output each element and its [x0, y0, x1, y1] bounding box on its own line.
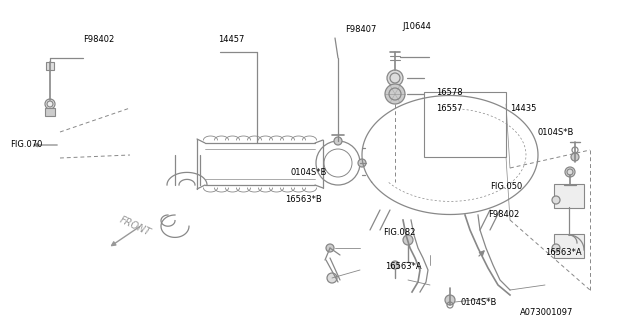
Circle shape — [326, 244, 334, 252]
Circle shape — [387, 70, 403, 86]
FancyBboxPatch shape — [45, 108, 55, 116]
Bar — [424, 92, 506, 157]
Text: 0104S*B: 0104S*B — [290, 168, 326, 177]
Text: 14457: 14457 — [218, 35, 244, 44]
Circle shape — [571, 153, 579, 161]
Text: A073001097: A073001097 — [520, 308, 573, 317]
Circle shape — [565, 167, 575, 177]
Circle shape — [391, 261, 399, 269]
Text: 16557: 16557 — [436, 104, 463, 113]
Circle shape — [445, 295, 455, 305]
Text: 16563*A: 16563*A — [545, 248, 582, 257]
Text: 0104S*B: 0104S*B — [460, 298, 497, 307]
Text: FIG.082: FIG.082 — [383, 228, 415, 237]
Text: 16578: 16578 — [436, 88, 463, 97]
Text: FIG.050: FIG.050 — [490, 182, 522, 191]
Text: 14435: 14435 — [510, 104, 536, 113]
Text: J10644: J10644 — [402, 22, 431, 31]
FancyBboxPatch shape — [46, 62, 54, 70]
Circle shape — [385, 84, 405, 104]
Text: FIG.070: FIG.070 — [10, 140, 42, 149]
Circle shape — [358, 159, 366, 167]
Circle shape — [552, 244, 560, 252]
Circle shape — [403, 235, 413, 245]
Text: 16563*B: 16563*B — [285, 195, 322, 204]
Text: 0104S*B: 0104S*B — [538, 128, 574, 137]
FancyBboxPatch shape — [554, 184, 584, 208]
Circle shape — [552, 196, 560, 204]
FancyBboxPatch shape — [554, 234, 584, 258]
Text: 16563*A: 16563*A — [385, 262, 422, 271]
Text: F98407: F98407 — [345, 25, 376, 34]
Circle shape — [327, 273, 337, 283]
Text: F98402: F98402 — [488, 210, 519, 219]
Circle shape — [334, 137, 342, 145]
Circle shape — [45, 99, 55, 109]
Text: FRONT: FRONT — [118, 215, 152, 238]
Text: F98402: F98402 — [83, 35, 115, 44]
